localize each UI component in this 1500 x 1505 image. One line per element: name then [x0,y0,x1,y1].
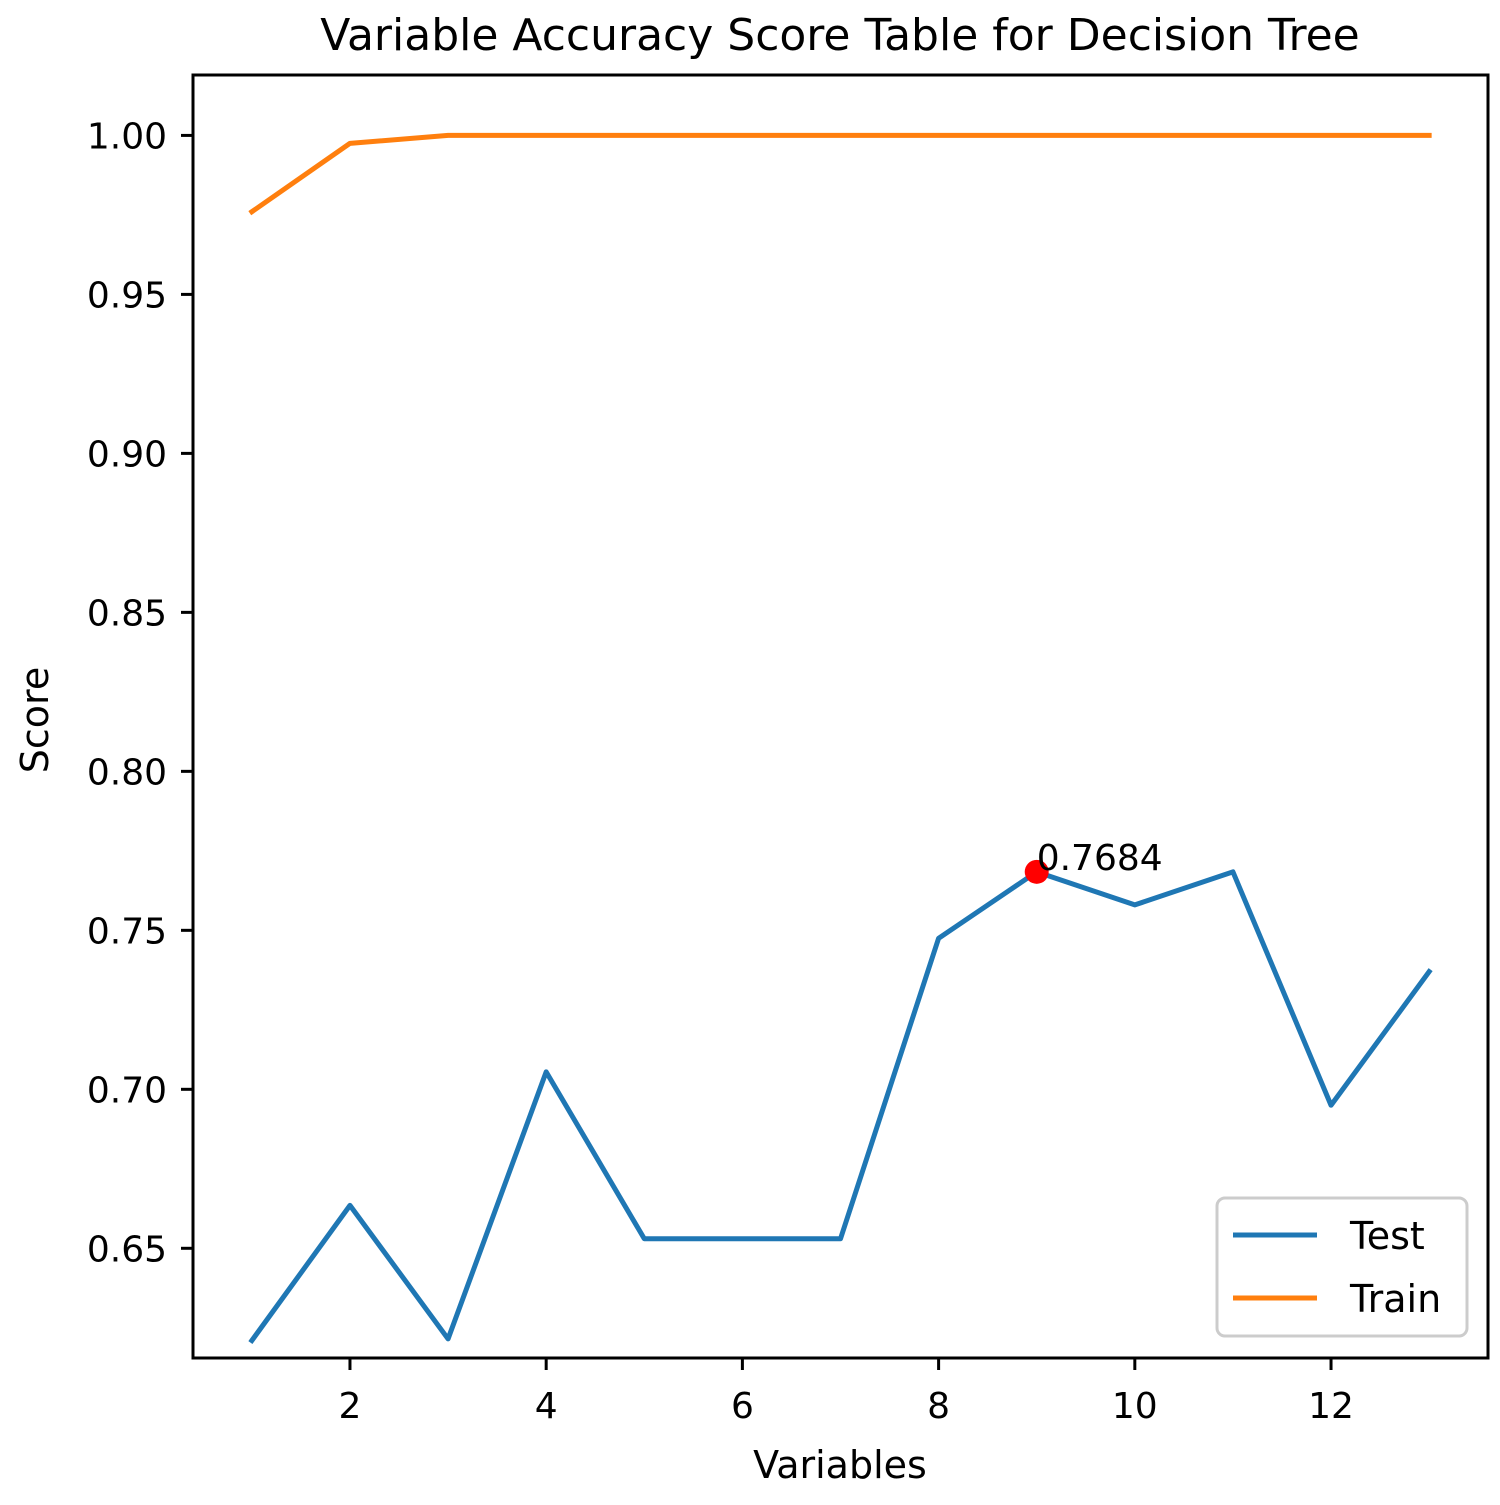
series-line-test [248,869,1433,1345]
chart-title: Variable Accuracy Score Table for Decisi… [320,10,1359,61]
x-tick-label: 12 [1308,1386,1354,1427]
y-tick-label: 0.90 [87,434,167,475]
y-tick-label: 0.70 [87,1070,167,1111]
annotation-label: 0.7684 [1037,838,1163,879]
legend-label-test: Test [1349,1214,1425,1258]
x-tick-label: 2 [339,1386,362,1427]
x-tick-label: 8 [927,1386,950,1427]
y-tick-label: 0.75 [87,911,167,952]
y-tick-label: 0.95 [87,275,167,316]
legend-label-train: Train [1349,1277,1441,1321]
y-tick-label: 0.65 [87,1229,167,1270]
plot-frame [191,73,1490,1360]
x-tick-label: 4 [535,1386,558,1427]
y-tick-label: 0.85 [87,593,167,634]
annotation-marker [1024,859,1049,884]
series-line-train [248,132,1432,216]
y-tick-label: 1.00 [87,116,167,157]
plot-area: 0.7684 2 4 6 8 10 12 0.65 0.70 0.75 0.80 0.85 0.90 0.… [87,73,1490,1427]
legend: Test Train [1215,1196,1469,1338]
y-axis-label: Score [13,667,57,773]
x-tick-label: 10 [1112,1386,1158,1427]
y-tick-label: 0.80 [87,752,167,793]
x-tick-label: 6 [731,1386,754,1427]
x-axis-label: Variables [753,1443,927,1487]
